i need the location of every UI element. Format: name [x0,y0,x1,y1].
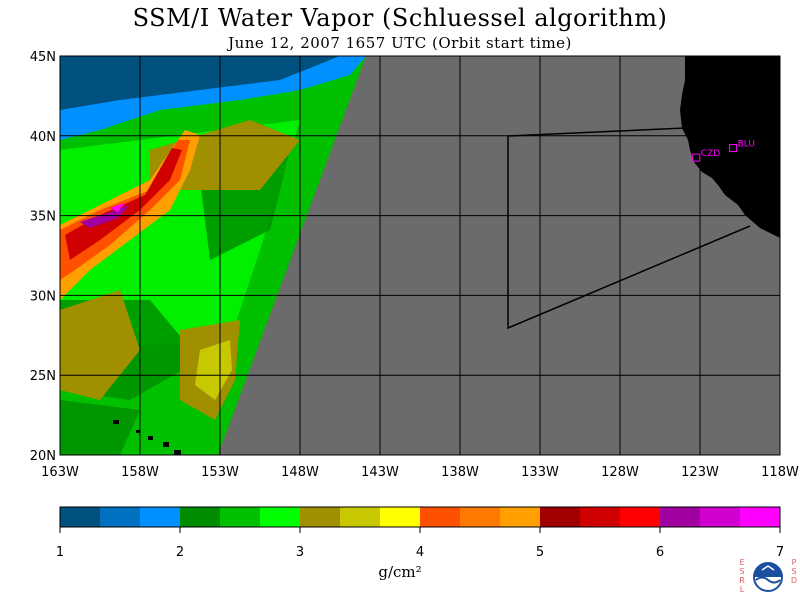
colorbar-swatch [420,507,461,527]
logo-letter: D [790,576,798,585]
lon-label: 148W [281,465,319,480]
noaa-emblem [753,562,783,592]
lon-label: 138W [441,465,479,480]
colorbar-swatch [620,507,661,527]
island [148,436,153,440]
colorbar-swatch [340,507,381,527]
colorbar-swatch [540,507,581,527]
logo-letter: R [739,576,745,585]
lon-label: 128W [601,465,639,480]
island [163,442,169,447]
site-marker-czd [692,153,701,162]
longitude-labels: 163W 158W 153W 148W 143W 138W 133W 128W 123W 118W [41,465,799,480]
map-subtitle: June 12, 2007 1657 UTC (Orbit start time… [228,34,572,52]
lon-label: 123W [681,465,719,480]
lon-label: 118W [761,465,799,480]
colorbar-tick-label: 6 [656,545,664,560]
colorbar-swatch [740,507,781,527]
colorbar-tick-label: 3 [296,545,304,560]
colorbar-swatch [100,507,141,527]
lat-label: 30N [30,289,56,304]
colorbar-units: g/cm² [378,563,422,581]
plume-red [65,148,182,260]
colorbar-tick-label: 1 [56,545,64,560]
lon-label: 133W [521,465,559,480]
logo-letter: L [739,585,745,594]
swath-yellow-1 [195,340,232,400]
colorbar-tick-label: 4 [416,545,424,560]
colorbar-swatch [180,507,221,527]
logo-letter: E [739,558,745,567]
site-label-blu: BLU [738,140,755,150]
colorbar-swatch [700,507,741,527]
colorbar-swatch [660,507,701,527]
lon-label: 158W [121,465,159,480]
lat-label: 35N [30,210,56,225]
lat-label: 20N [30,449,56,464]
swath-dark-green-3 [60,400,140,455]
colorbar-tick-labels: 1 2 3 4 5 6 7 [56,527,784,560]
colorbar-tick-label: 7 [776,545,784,560]
colorbar-tick-label: 2 [176,545,184,560]
swath-dark-blue [60,56,340,110]
boundary-line-top [507,127,686,137]
island [174,450,181,455]
site-markers: CZD BLU [692,140,755,162]
colorbar-swatch [500,507,541,527]
colorbar [59,506,781,528]
lat-label: 40N [30,130,56,145]
graticule [60,56,780,455]
lon-label: 153W [201,465,239,480]
island [136,430,140,433]
logo-letter: P [791,558,797,567]
colorbar-swatch [460,507,501,527]
lon-label: 143W [361,465,399,480]
map-field [60,56,780,455]
logo-letter: S [791,567,797,576]
colorbar-swatch [220,507,261,527]
site-marker-blu [729,144,738,153]
boundary-line [507,136,751,330]
lon-label: 163W [41,465,79,480]
colorbar-swatch [380,507,421,527]
site-label-czd: CZD [701,149,720,159]
colorbar-swatch [260,507,301,527]
colorbar-tick-label: 5 [536,545,544,560]
swath-olive-1 [60,290,140,400]
map-frame [59,55,781,456]
island [113,420,119,424]
colorbar-swatch [300,507,341,527]
lat-label: 45N [30,50,56,65]
logo-letter: S [739,567,745,576]
plume-magenta [110,203,125,212]
colorbar-swatch [140,507,181,527]
latitude-labels: 45N 40N 35N 30N 25N 20N [30,50,56,464]
map-title: SSM/I Water Vapor (Schluessel algorithm) [132,4,668,32]
colorbar-swatch [60,507,101,527]
colorbar-swatch [580,507,621,527]
lat-label: 25N [30,369,56,384]
